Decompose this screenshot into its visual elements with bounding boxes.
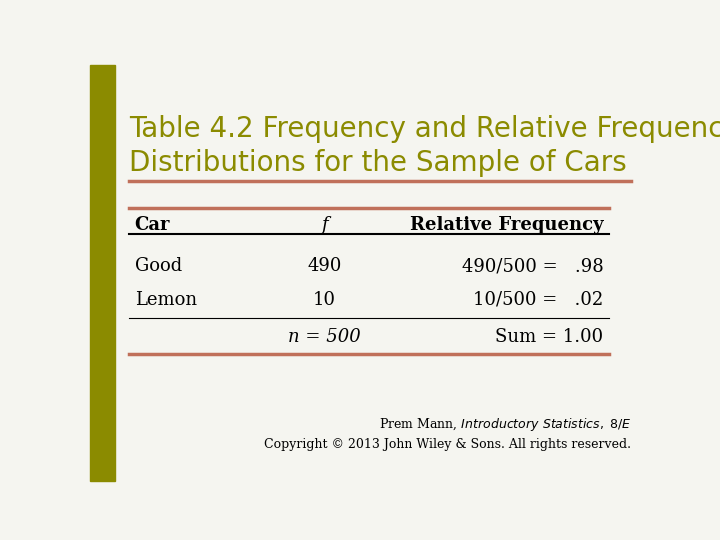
Text: 490/500 =   .98: 490/500 = .98 — [462, 258, 603, 275]
Text: Prem Mann, $\it{Introductory\ Statistics,\ 8/E}$: Prem Mann, $\it{Introductory\ Statistics… — [379, 416, 631, 433]
Text: Sum = 1.00: Sum = 1.00 — [495, 328, 603, 346]
Text: Lemon: Lemon — [135, 291, 197, 309]
Text: 10: 10 — [313, 291, 336, 309]
Text: Car: Car — [135, 216, 170, 234]
Text: 490: 490 — [307, 258, 341, 275]
Text: n = 500: n = 500 — [288, 328, 361, 346]
Text: Relative Frequency: Relative Frequency — [410, 216, 603, 234]
Text: Copyright © 2013 John Wiley & Sons. All rights reserved.: Copyright © 2013 John Wiley & Sons. All … — [264, 437, 631, 451]
Bar — [90, 65, 115, 481]
Text: f: f — [321, 216, 328, 234]
Text: Good: Good — [135, 258, 182, 275]
Text: Table 4.2 Frequency and Relative Frequency
Distributions for the Sample of Cars: Table 4.2 Frequency and Relative Frequen… — [129, 114, 720, 177]
Text: 10/500 =   .02: 10/500 = .02 — [473, 291, 603, 309]
